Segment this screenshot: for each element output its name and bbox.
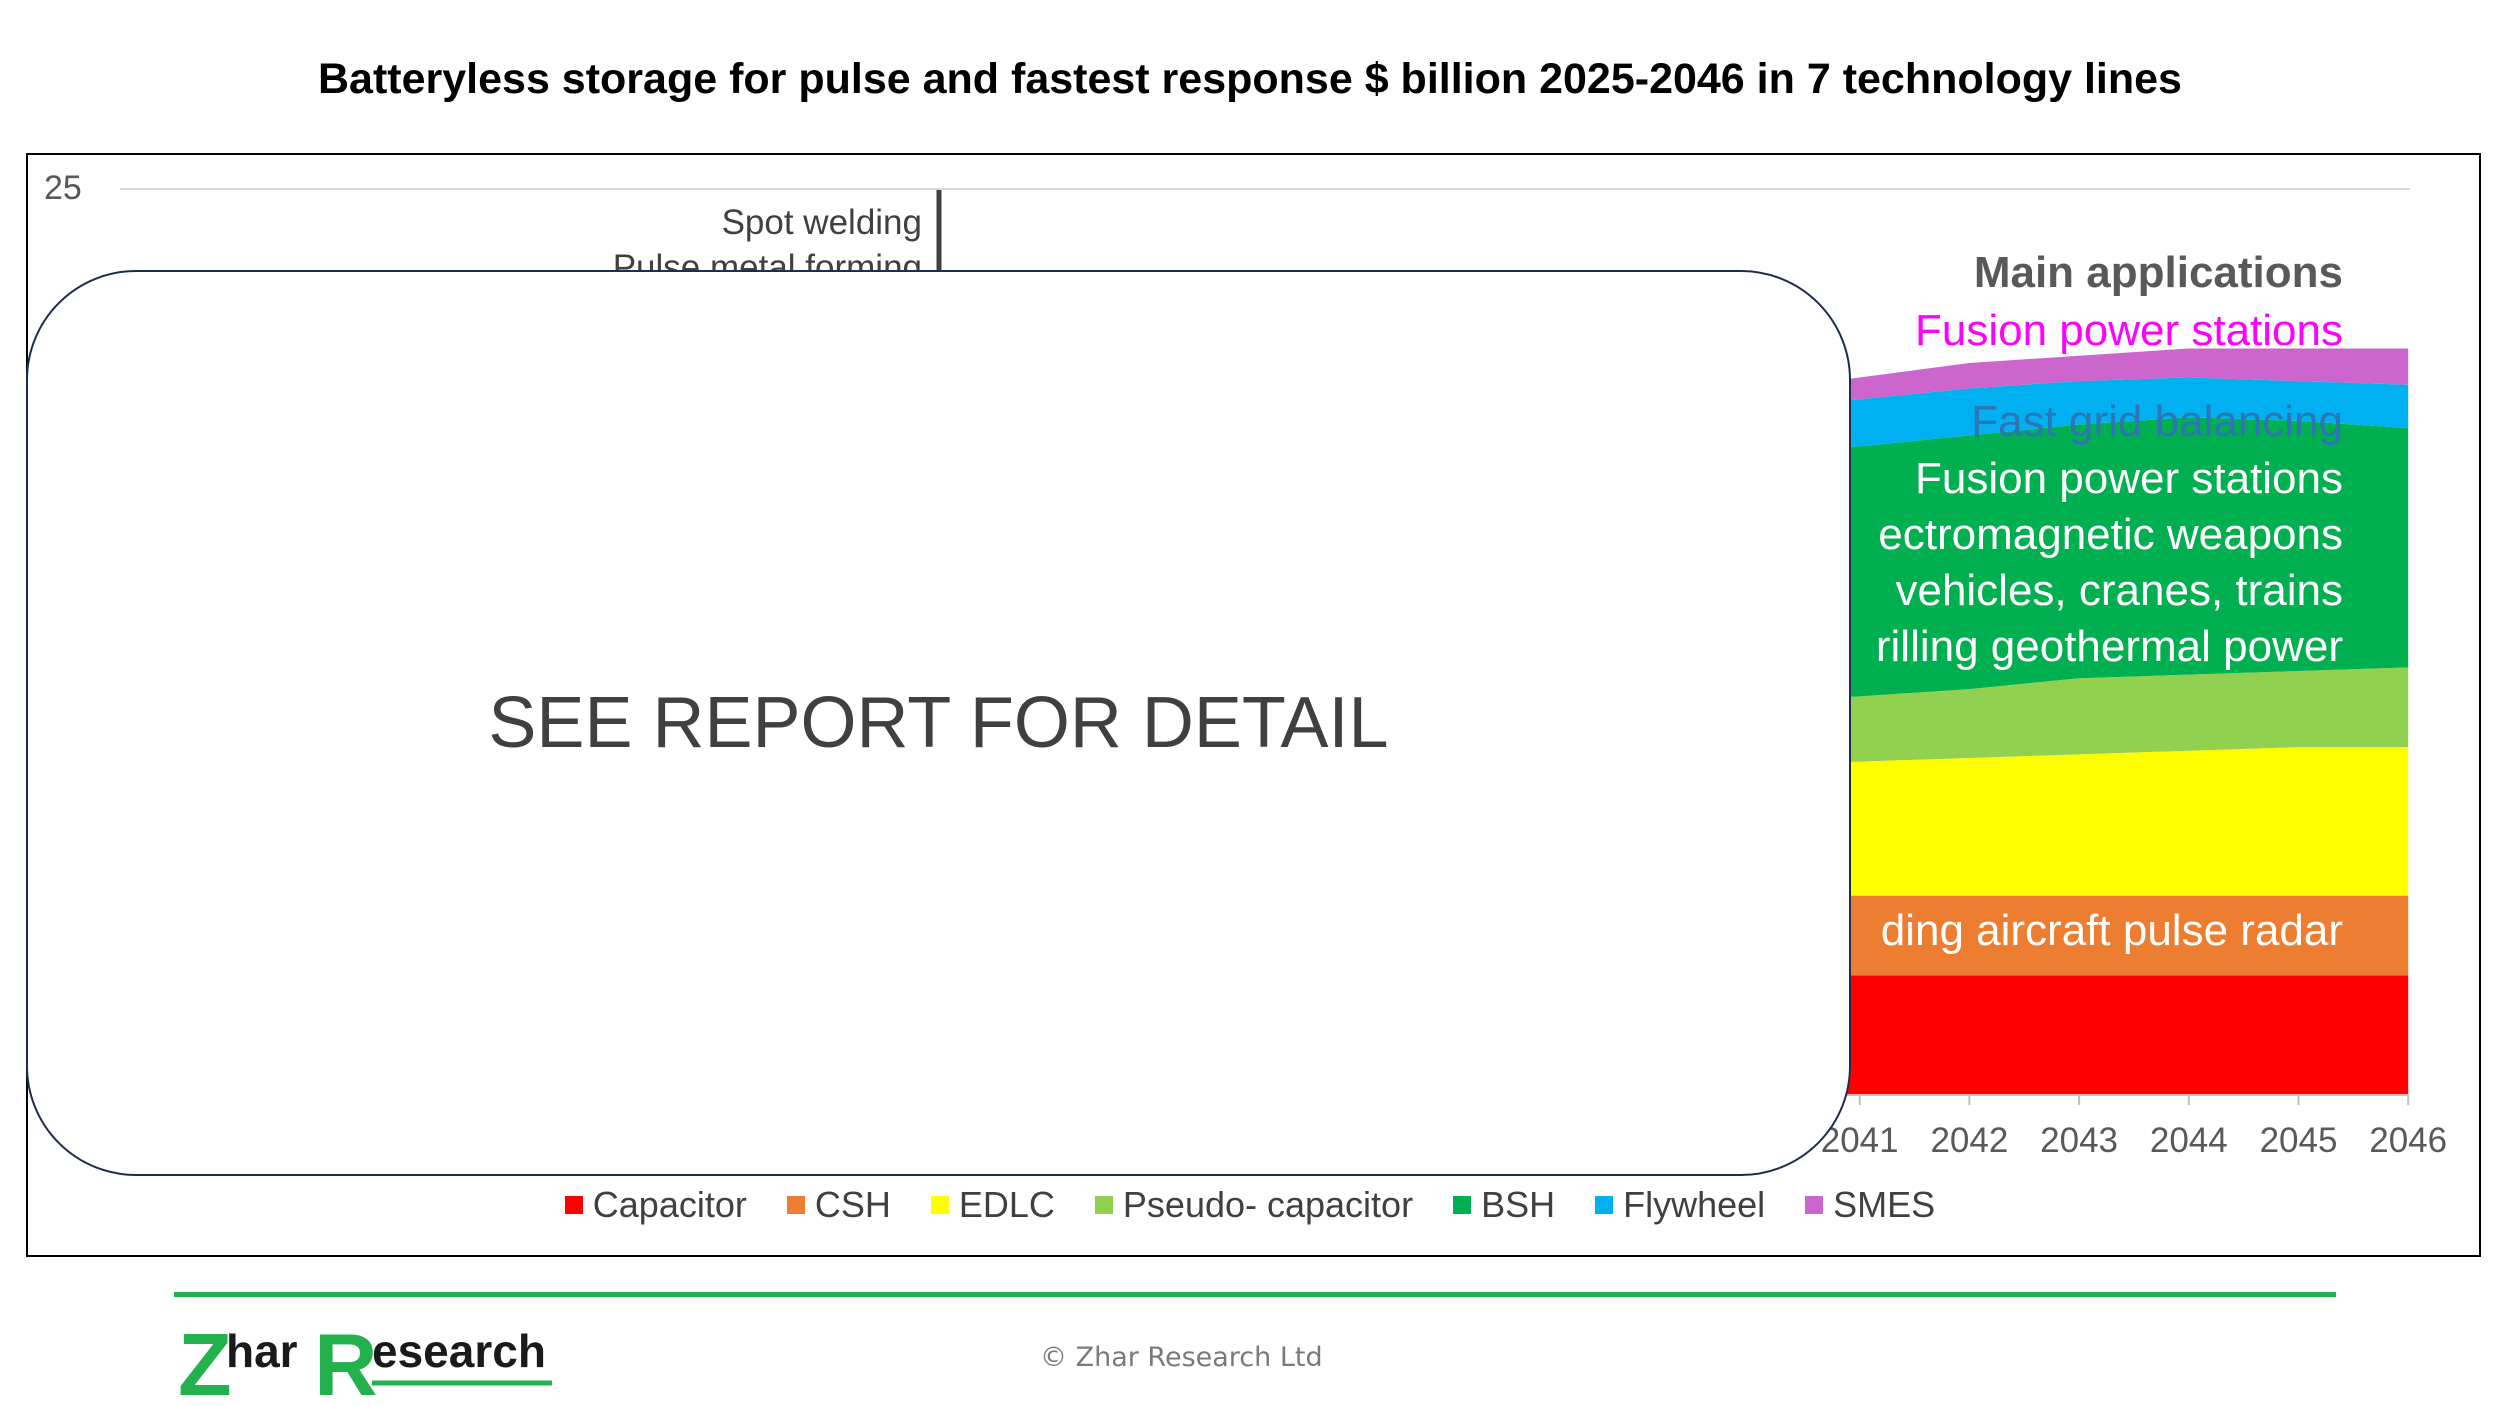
x-tick-label: 2044 <box>2150 1121 2228 1160</box>
annotation-bsh-2: ectromagnetic weapons <box>1878 510 2343 559</box>
legend-label: EDLC <box>958 1184 1055 1225</box>
legend-swatch <box>1453 1196 1472 1214</box>
annotation-bsh-1: Fusion power stations <box>1915 454 2343 503</box>
svg-text:Z: Z <box>178 1315 232 1405</box>
legend-label: SMES <box>1833 1184 1936 1225</box>
area-bsh <box>1750 417 2409 700</box>
overlay-text: SEE REPORT FOR DETAIL <box>488 683 1389 763</box>
zhar-research-logo: Z har R esearch <box>178 1315 552 1405</box>
x-tick-label: 2045 <box>2260 1121 2338 1160</box>
annotation-spot-welding: Spot welding <box>722 203 922 242</box>
svg-text:R: R <box>314 1315 378 1405</box>
legend-swatch <box>786 1196 805 1214</box>
area-flywheel <box>1750 377 2409 454</box>
legend-item: Flywheel <box>1595 1184 1765 1226</box>
legend-label: Flywheel <box>1623 1184 1766 1225</box>
legend-label: BSH <box>1481 1184 1556 1225</box>
annotation-bsh-3: vehicles, cranes, trains <box>1895 566 2343 615</box>
annotation-smes: Fusion power stations <box>1915 306 2343 355</box>
area-capacitor <box>1750 975 2409 1095</box>
legend-swatch <box>1805 1196 1824 1214</box>
x-tick-label: 2042 <box>1930 1121 2008 1160</box>
legend-swatch <box>1094 1196 1113 1214</box>
x-tick-label: 2043 <box>2040 1121 2118 1160</box>
area-smes <box>1750 348 2409 411</box>
x-tick-label: 2041 <box>1821 1121 1899 1160</box>
annotation-csh: ding aircraft pulse radar <box>1881 906 2343 955</box>
copyright-text: © Zhar Research Ltd <box>1040 1342 1323 1373</box>
report-detail-overlay: SEE REPORT FOR DETAIL <box>26 270 1851 1176</box>
y-tick-label: 25 <box>44 169 82 207</box>
legend-swatch <box>564 1196 583 1214</box>
legend-item: CSH <box>786 1184 891 1226</box>
footer-rule <box>174 1292 2336 1297</box>
legend-swatch <box>930 1196 949 1214</box>
svg-text:esearch: esearch <box>372 1325 546 1377</box>
legend-label: CSH <box>814 1184 891 1225</box>
legend-item: SMES <box>1805 1184 1935 1226</box>
annotation-heading: Main applications <box>1974 248 2343 297</box>
x-tick-label: 2046 <box>2369 1121 2447 1160</box>
chart-title: Batteryless storage for pulse and fastes… <box>318 55 2182 103</box>
area-pseudo-capacitor <box>1750 667 2409 766</box>
svg-text:har: har <box>226 1325 298 1377</box>
legend: Capacitor CSH EDLC Pseudo- capacitor BSH Flyw… <box>0 1184 2500 1226</box>
area-csh <box>1750 895 2409 976</box>
legend-item: Capacitor <box>564 1184 747 1226</box>
legend-swatch <box>1595 1196 1614 1214</box>
legend-item: EDLC <box>930 1184 1055 1226</box>
area-edlc <box>1750 747 2409 896</box>
legend-label: Pseudo- capacitor <box>1122 1184 1414 1225</box>
annotation-bsh-4: rilling geothermal power <box>1876 622 2343 671</box>
legend-label: Capacitor <box>592 1184 747 1225</box>
legend-item: BSH <box>1453 1184 1555 1226</box>
legend-item: Pseudo- capacitor <box>1094 1184 1414 1226</box>
annotation-flywheel: Fast grid balancing <box>1971 397 2343 446</box>
